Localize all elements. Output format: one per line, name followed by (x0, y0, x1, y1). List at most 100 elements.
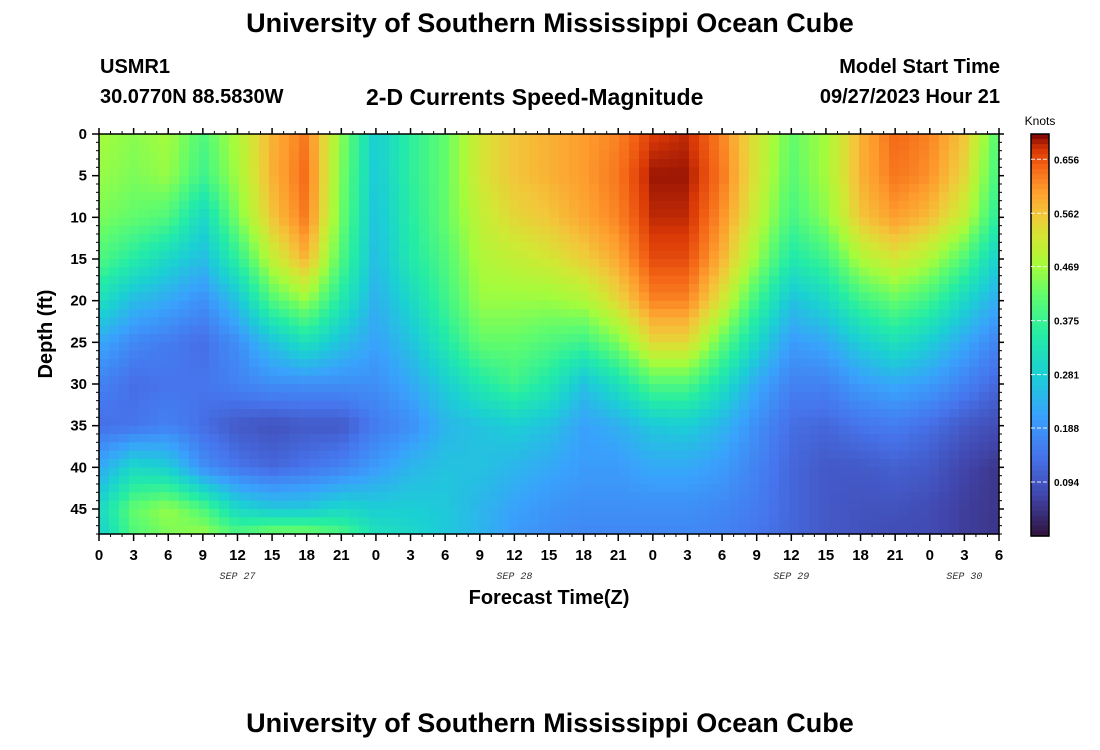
heatmap-cell (389, 242, 400, 252)
heatmap-cell (659, 342, 670, 352)
heatmap-cell (159, 184, 170, 193)
heatmap-cell (929, 192, 940, 202)
heatmap-cell (599, 267, 610, 277)
heatmap-cell (929, 434, 940, 443)
heatmap-cell (159, 375, 170, 385)
heatmap-cell (879, 467, 890, 477)
heatmap-cell (179, 292, 190, 302)
heatmap-cell (889, 375, 900, 385)
heatmap-cell (619, 409, 630, 418)
heatmap-cell (379, 142, 390, 152)
heatmap-cell (339, 334, 350, 343)
heatmap-cell (409, 225, 420, 235)
heatmap-cell (439, 442, 450, 452)
heatmap-cell (909, 167, 920, 177)
heatmap-cell (469, 484, 480, 493)
heatmap-cell (809, 167, 820, 177)
heatmap-cell (869, 275, 880, 285)
colorbar-segment (1031, 329, 1049, 336)
heatmap-cell (129, 192, 140, 202)
heatmap-cell (219, 234, 230, 243)
heatmap-cell (479, 267, 490, 277)
heatmap-cell (119, 384, 130, 393)
heatmap-cell (179, 209, 190, 218)
heatmap-cell (559, 159, 570, 168)
heatmap-cell (369, 350, 380, 360)
heatmap-cell (239, 492, 250, 502)
heatmap-cell (929, 384, 940, 393)
heatmap-cell (289, 442, 300, 452)
heatmap-cell (739, 509, 750, 518)
heatmap-cell (109, 350, 120, 360)
heatmap-cell (889, 175, 900, 185)
heatmap-cell (859, 317, 870, 327)
heatmap-cell (619, 400, 630, 410)
heatmap-cell (779, 467, 790, 477)
heatmap-cell (789, 309, 800, 318)
heatmap-cell (799, 134, 810, 143)
x-tick-label: 12 (783, 547, 800, 564)
heatmap-cell (139, 367, 150, 377)
heatmap-cell (469, 517, 480, 527)
heatmap-cell (789, 250, 800, 260)
heatmap-cell (239, 284, 250, 293)
heatmap-cell (529, 342, 540, 352)
y-tick-label: 25 (70, 334, 87, 351)
heatmap-cell (209, 467, 220, 477)
heatmap-cell (869, 334, 880, 343)
heatmap-cell (599, 200, 610, 210)
heatmap-cell (679, 300, 690, 310)
heatmap-cell (739, 150, 750, 160)
heatmap-cell (659, 325, 670, 335)
heatmap-cell (909, 300, 920, 310)
heatmap-cell (339, 375, 350, 385)
heatmap-cell (409, 159, 420, 168)
heatmap-cell (849, 509, 860, 518)
heatmap-cell (609, 392, 620, 402)
heatmap-cell (549, 417, 560, 427)
heatmap-cell (269, 159, 280, 168)
heatmap-cell (479, 525, 490, 535)
heatmap-cell (339, 359, 350, 368)
heatmap-cell (239, 359, 250, 368)
heatmap-cell (949, 434, 960, 443)
heatmap-cell (129, 217, 140, 227)
heatmap-cell (959, 217, 970, 227)
heatmap-cell (739, 259, 750, 268)
heatmap-cell (769, 150, 780, 160)
heatmap-cell (419, 517, 430, 527)
heatmap-cell (479, 209, 490, 218)
heatmap-cell (659, 334, 670, 343)
heatmap-cell (909, 142, 920, 152)
heatmap-cell (379, 234, 390, 243)
heatmap-cell (849, 375, 860, 385)
heatmap-cell (379, 409, 390, 418)
heatmap-cell (139, 425, 150, 435)
heatmap-cell (449, 167, 460, 177)
heatmap-cell (259, 250, 270, 260)
heatmap-cell (769, 217, 780, 227)
heatmap-cell (659, 150, 670, 160)
heatmap-cell (769, 509, 780, 518)
heatmap-cell (259, 217, 270, 227)
heatmap-cell (519, 492, 530, 502)
heatmap-cell (839, 142, 850, 152)
heatmap-cell (939, 325, 950, 335)
heatmap-cell (589, 284, 600, 293)
heatmap-cell (639, 350, 650, 360)
heatmap-cell (279, 417, 290, 427)
heatmap-cell (479, 325, 490, 335)
heatmap-cell (119, 150, 130, 160)
heatmap-cell (549, 200, 560, 210)
heatmap-cell (559, 384, 570, 393)
heatmap-cell (909, 134, 920, 143)
heatmap-cell (329, 242, 340, 252)
heatmap-cell (229, 517, 240, 527)
heatmap-cell (579, 300, 590, 310)
heatmap-cell (669, 367, 680, 377)
heatmap-cell (739, 375, 750, 385)
heatmap-cell (489, 425, 500, 435)
heatmap-cell (219, 259, 230, 268)
heatmap-cell (329, 517, 340, 527)
heatmap-cell (609, 484, 620, 493)
